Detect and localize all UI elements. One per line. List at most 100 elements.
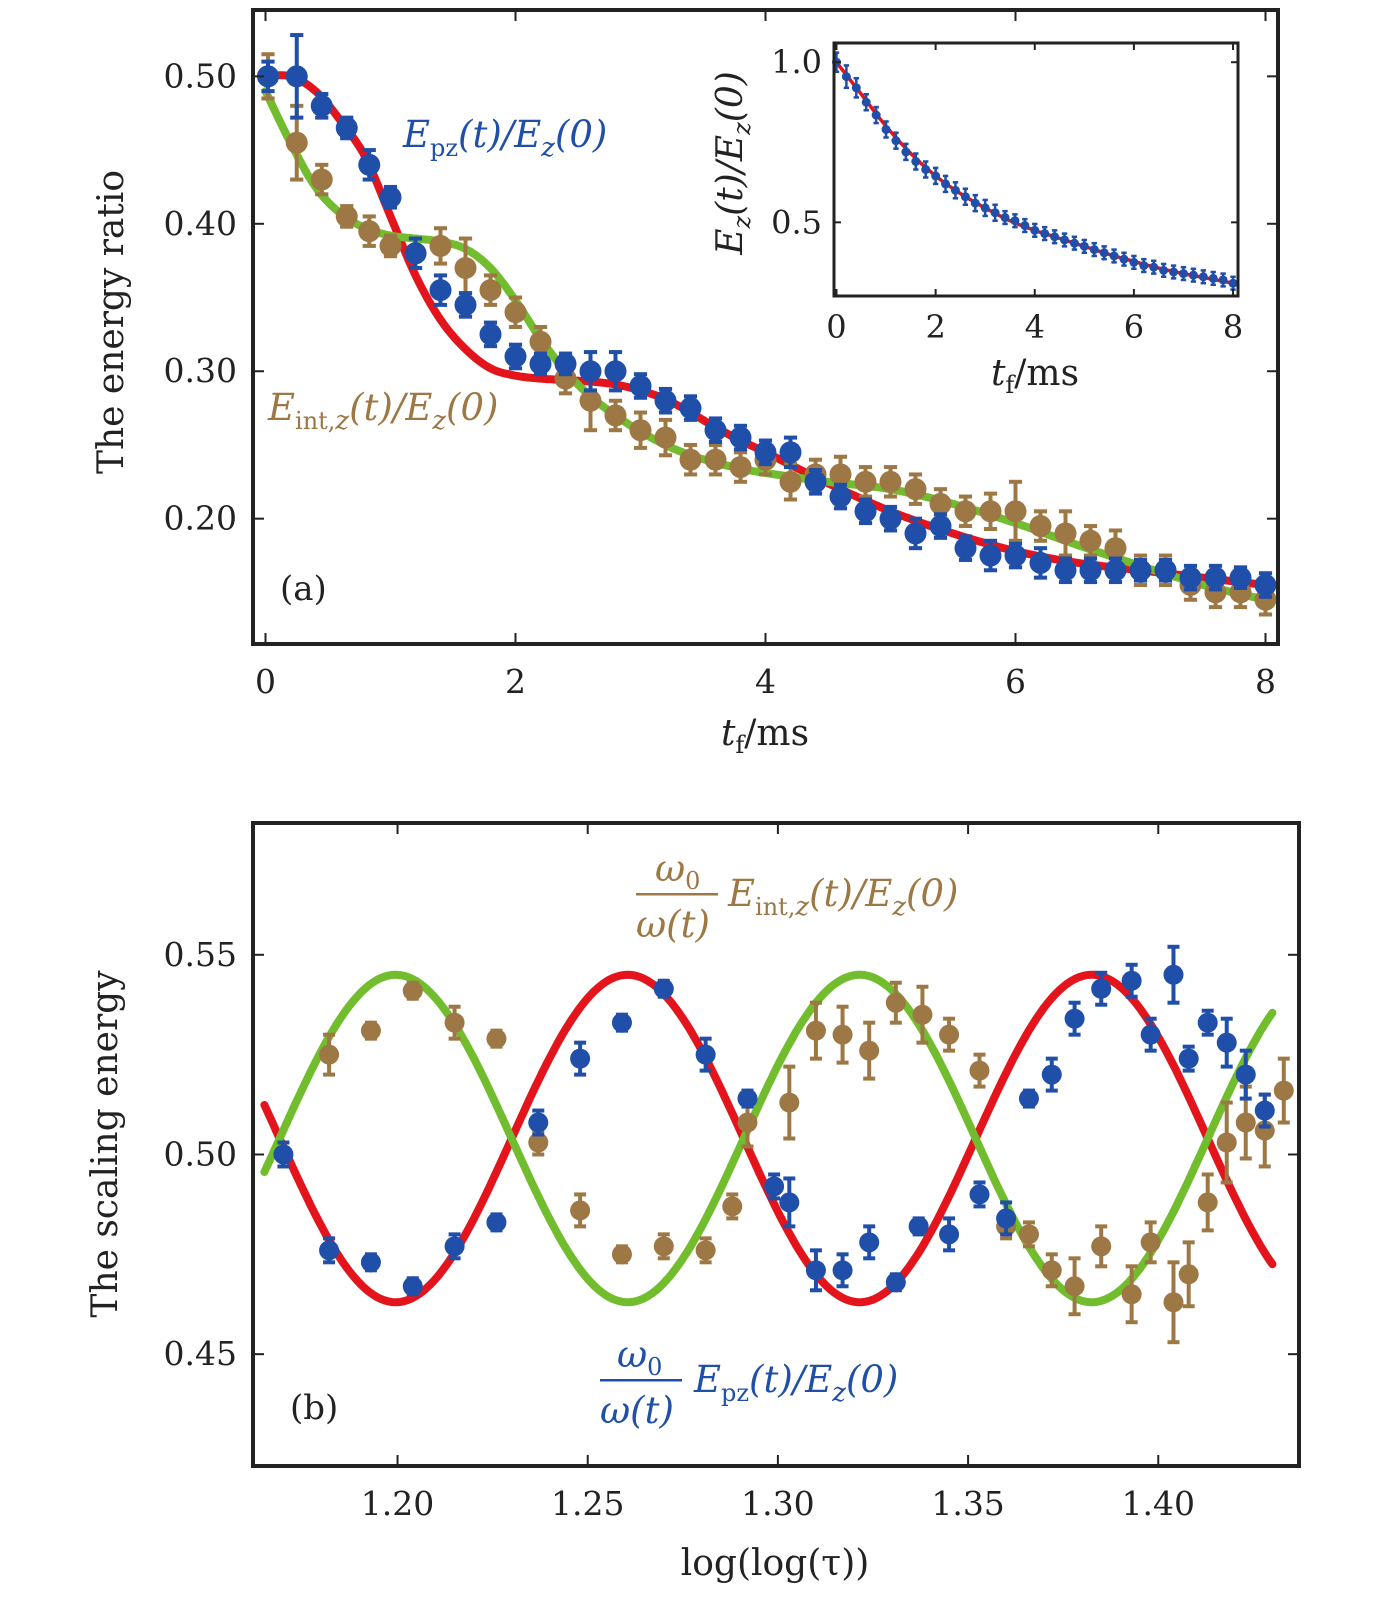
marker (832, 1260, 853, 1281)
marker (704, 448, 727, 471)
a-inset-point-blue (841, 64, 851, 90)
marker (1091, 1236, 1112, 1257)
marker (1129, 257, 1139, 267)
marker (829, 485, 852, 508)
b-point-blue (859, 1224, 880, 1261)
a-inset-point-blue (1089, 241, 1099, 258)
marker (908, 1216, 929, 1237)
marker (960, 192, 970, 202)
marker (941, 179, 951, 189)
a-inset-point-blue (931, 166, 941, 186)
b-point-brown (1163, 1260, 1184, 1345)
a-inset-point-blue (1000, 209, 1010, 226)
x-tick-label: 1.20 (361, 1484, 434, 1523)
marker (360, 1252, 381, 1273)
marker (879, 470, 902, 493)
marker (310, 94, 333, 117)
a-point-blue (310, 92, 333, 120)
a-point-brown (779, 462, 802, 502)
annotation-b-epz-text: Epz(t)/Ez(0) (693, 1358, 898, 1408)
marker (1198, 272, 1208, 282)
annotation-b-eint-text: Eint,z(t)/Ez(0) (727, 872, 958, 922)
a-point-blue (554, 351, 577, 377)
a-inset-point-blue (1178, 265, 1188, 282)
marker (486, 1212, 507, 1233)
marker (273, 1144, 294, 1165)
a-inset-point-blue (921, 160, 931, 179)
b-point-brown (722, 1192, 743, 1221)
marker (841, 72, 851, 82)
marker (1041, 1260, 1062, 1281)
panel-a-data-points (257, 33, 1277, 617)
annotation-b-eint-denominator: ω(t) (636, 903, 710, 946)
annotation-eint: Eint,z(t)/Ez(0) (267, 386, 498, 436)
panel-b-label: (b) (290, 1388, 338, 1428)
a-point-blue (579, 350, 602, 393)
marker (679, 397, 702, 420)
marker (737, 1088, 758, 1109)
marker (358, 220, 381, 243)
a-point-brown (1004, 479, 1027, 543)
inset-ylabel: Ez(t)/Ez(0) (710, 71, 756, 256)
marker (1099, 248, 1109, 258)
panel-a: 0 2 4 6 80.200.300.400.50 (a) Epz(t)/Ez(0) E… (91, 8, 1280, 759)
a-inset-point-blue (911, 152, 921, 171)
marker (954, 500, 977, 523)
b-point-blue (764, 1172, 785, 1201)
a-inset-point-blue (1129, 254, 1139, 271)
marker (1091, 978, 1112, 999)
marker (1159, 265, 1169, 275)
a-point-brown (929, 487, 952, 521)
a-inset-point-blue (1119, 251, 1129, 267)
a-point-blue (829, 482, 852, 511)
b-point-blue (319, 1236, 340, 1265)
x-tick-label: 6 (1124, 308, 1144, 346)
marker (358, 153, 381, 176)
marker (1018, 1088, 1039, 1109)
marker (737, 1112, 758, 1133)
a-inset-point-blue (1060, 232, 1070, 248)
marker (528, 1132, 549, 1153)
b-point-brown (570, 1192, 591, 1229)
marker (1010, 216, 1020, 226)
a-point-blue (1004, 541, 1027, 570)
marker (1216, 1132, 1237, 1153)
a-point-blue (604, 350, 627, 393)
a-point-blue (804, 468, 827, 496)
panel-b: 1.20 1.25 1.30 1.35 1.40 0.45 0.50 0.55 (b) ω0 … (85, 821, 1301, 1584)
x-tick-label: 2 (925, 308, 945, 346)
a-point-blue (1079, 556, 1102, 585)
b-point-brown (319, 1032, 340, 1077)
a-inset-point-blue (1188, 267, 1198, 283)
a-point-brown (704, 442, 727, 477)
marker (832, 1024, 853, 1045)
b-point-blue (779, 1176, 800, 1229)
marker (1040, 229, 1050, 239)
marker (854, 470, 877, 493)
b-point-blue (570, 1040, 591, 1077)
marker (695, 1044, 716, 1065)
annotation-b-epz-fraction-bar (600, 1379, 682, 1382)
b-point-brown (1041, 1252, 1062, 1289)
marker (885, 1272, 906, 1293)
marker (285, 131, 308, 154)
b-point-blue (1064, 1000, 1085, 1037)
marker (1030, 225, 1040, 235)
a-inset-point-blue (861, 92, 871, 112)
marker (1178, 1264, 1199, 1285)
panel-b-frame (251, 821, 1301, 1468)
y-tick-label: 0.30 (164, 351, 237, 390)
a-point-blue (854, 497, 877, 526)
marker (931, 171, 941, 181)
b-point-blue (1018, 1088, 1039, 1109)
panel-a-ticks: 0 2 4 6 80.200.300.400.50 (164, 10, 1278, 701)
marker (444, 1236, 465, 1257)
b-point-brown (1018, 1220, 1039, 1249)
a-point-brown (954, 494, 977, 529)
inset-xlabel: tf/ms (991, 353, 1079, 399)
marker (979, 500, 1002, 523)
a-inset-point-blue (1020, 217, 1030, 234)
marker (1188, 270, 1198, 280)
marker (379, 234, 402, 257)
